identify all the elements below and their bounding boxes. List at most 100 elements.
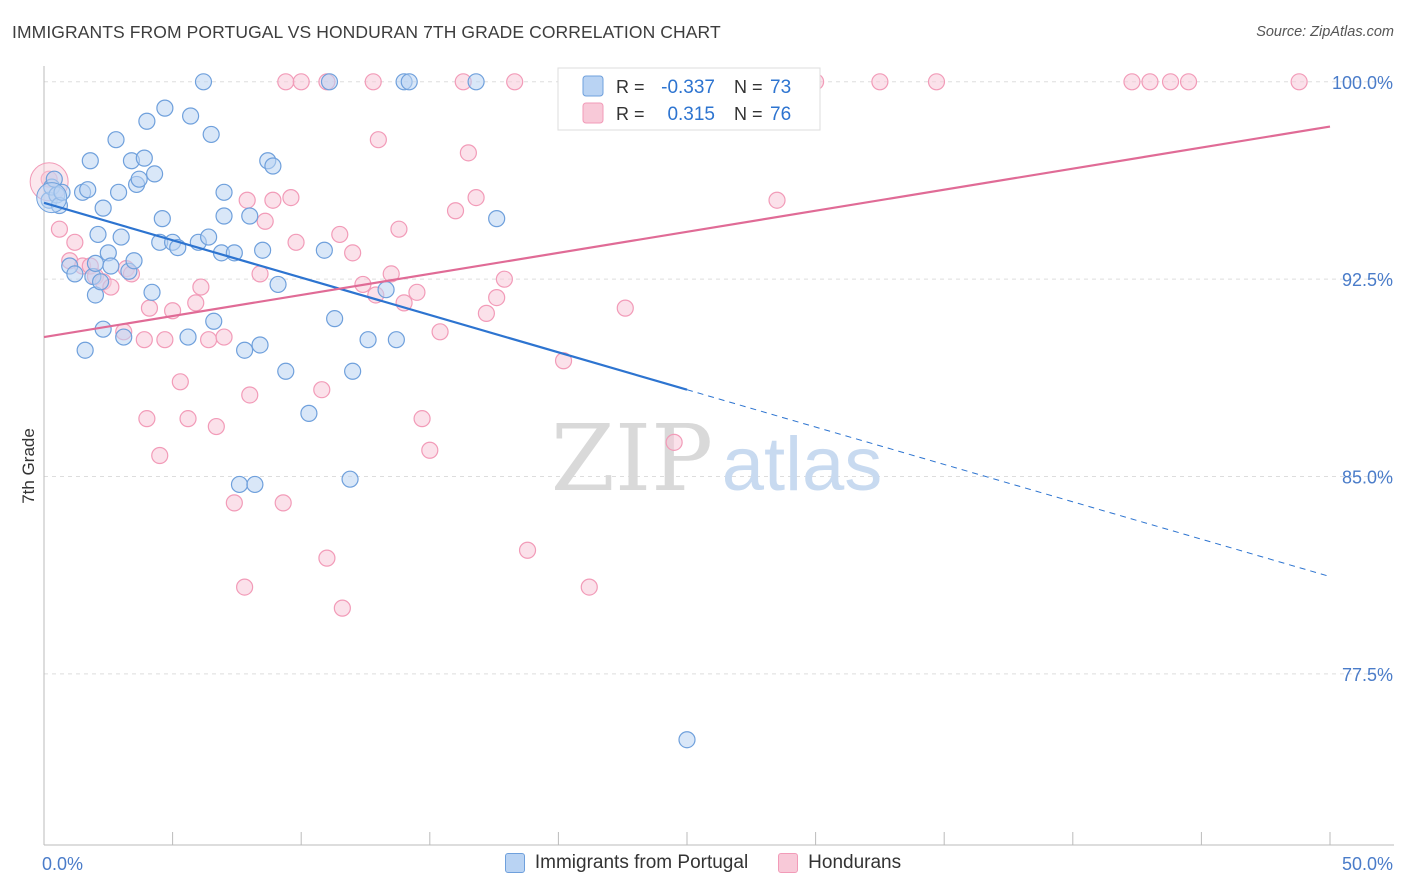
point-hondurans-28 [241, 386, 259, 404]
point-hondurans-63 [665, 433, 683, 451]
legend-n-label-pink: N = [734, 104, 763, 124]
chart-title: IMMIGRANTS FROM PORTUGAL VS HONDURAN 7TH… [12, 22, 721, 42]
point-hondurans-35 [292, 73, 310, 91]
point-portugal-24 [115, 328, 133, 346]
point-portugal-21 [107, 131, 125, 149]
correlation-legend: R = -0.337 N = 73 R = 0.315 N = 76 [557, 67, 821, 131]
point-portugal-59 [277, 362, 295, 380]
point-hondurans-75 [364, 73, 382, 91]
point-portugal-13 [86, 254, 105, 272]
point-hondurans-12 [135, 331, 153, 349]
legend-n-label-blue: N = [734, 77, 763, 97]
trend-line-portugal-dashed [686, 389, 1331, 578]
point-hondurans-24 [215, 328, 233, 346]
point-hondurans-48 [413, 410, 431, 428]
point-hondurans-71 [1179, 73, 1198, 91]
legend-item-hondurans[interactable]: Hondurans [778, 852, 901, 874]
legend-n-value-blue: 73 [770, 77, 791, 98]
legend-swatch-hondurans [778, 853, 799, 873]
point-hondurans-31 [264, 191, 282, 209]
point-portugal-20 [102, 257, 120, 275]
legend-r-label-pink: R = [616, 104, 645, 124]
point-portugal-65 [344, 362, 362, 380]
point-portugal-61 [315, 241, 333, 259]
watermark-atlas: atlas [722, 422, 883, 507]
point-portugal-62 [320, 73, 339, 91]
point-portugal-31 [138, 112, 156, 130]
point-portugal-53 [246, 475, 264, 494]
watermark-zip: ZIP [551, 405, 713, 512]
series-portugal-points [36, 73, 696, 749]
point-hondurans-18 [171, 373, 189, 391]
legend-r-value-pink: 0.315 [667, 104, 715, 125]
point-portugal-68 [387, 331, 405, 349]
point-hondurans-56 [488, 288, 506, 307]
point-portugal-40 [182, 107, 200, 125]
y-tick-labels: 100.0% 92.5% 85.0% 77.5% [1332, 73, 1393, 685]
point-hondurans-20 [187, 294, 205, 312]
point-portugal-23 [112, 228, 130, 246]
point-portugal-67 [377, 281, 395, 299]
point-hondurans-72 [1290, 73, 1308, 91]
axes [43, 66, 1394, 846]
legend-item-portugal[interactable]: Immigrants from Portugal [504, 852, 748, 874]
series-hondurans-points [29, 73, 1308, 617]
y-tick-label-1: 92.5% [1342, 270, 1393, 290]
point-portugal-45 [205, 312, 223, 330]
point-portugal-50 [230, 475, 249, 494]
point-hondurans-47 [408, 283, 426, 301]
point-portugal-43 [200, 228, 218, 246]
point-hondurans-64 [768, 191, 786, 209]
point-hondurans-40 [344, 244, 362, 262]
legend-r-label-blue: R = [616, 77, 645, 97]
point-portugal-55 [254, 241, 272, 259]
legend-r-value-blue: -0.337 [661, 77, 715, 98]
point-portugal-54 [251, 336, 269, 354]
point-portugal-58 [269, 275, 287, 294]
point-hondurans-37 [318, 549, 336, 567]
point-portugal-9 [76, 341, 94, 359]
point-portugal-44 [202, 125, 220, 144]
point-hondurans-22 [200, 331, 218, 349]
y-tick-label-0: 100.0% [1332, 73, 1393, 93]
point-hondurans-39 [333, 599, 351, 617]
point-hondurans-32 [274, 494, 292, 512]
point-hondurans-73 [277, 73, 295, 91]
point-portugal-11 [81, 152, 99, 170]
point-hondurans-34 [287, 233, 305, 251]
point-portugal-36 [156, 99, 174, 117]
point-portugal-7 [66, 265, 84, 283]
legend-swatch-pink [582, 102, 604, 124]
point-portugal-18 [94, 199, 112, 217]
trend-lines [43, 125, 1331, 578]
point-hondurans-33 [282, 188, 300, 207]
point-portugal-22 [109, 183, 128, 201]
point-portugal-29 [130, 170, 148, 188]
point-hondurans-19 [179, 410, 197, 428]
trend-line-hondurans [43, 125, 1331, 339]
point-hondurans-53 [459, 144, 477, 162]
point-hondurans-15 [151, 446, 169, 465]
point-hondurans-66 [871, 73, 889, 91]
x-tick-label-0: 0.0% [42, 854, 83, 874]
point-hondurans-59 [518, 541, 537, 559]
point-portugal-66 [359, 331, 377, 349]
point-hondurans-49 [421, 441, 439, 459]
point-hondurans-26 [236, 578, 254, 596]
point-portugal-35 [153, 210, 171, 228]
point-hondurans-27 [238, 191, 256, 209]
point-hondurans-50 [431, 323, 449, 341]
point-portugal-15 [89, 225, 107, 244]
watermark: ZIP atlas [551, 405, 882, 512]
cluster-portugal [36, 182, 68, 214]
point-hondurans-1 [50, 220, 69, 238]
point-portugal-33 [145, 165, 164, 183]
legend-swatch-portugal [504, 853, 525, 873]
point-hondurans-16 [156, 331, 174, 349]
legend-swatch-blue [582, 75, 604, 97]
point-portugal-39 [179, 328, 197, 346]
point-portugal-30 [135, 149, 153, 167]
point-hondurans-62 [616, 299, 634, 317]
point-portugal-42 [194, 73, 213, 91]
